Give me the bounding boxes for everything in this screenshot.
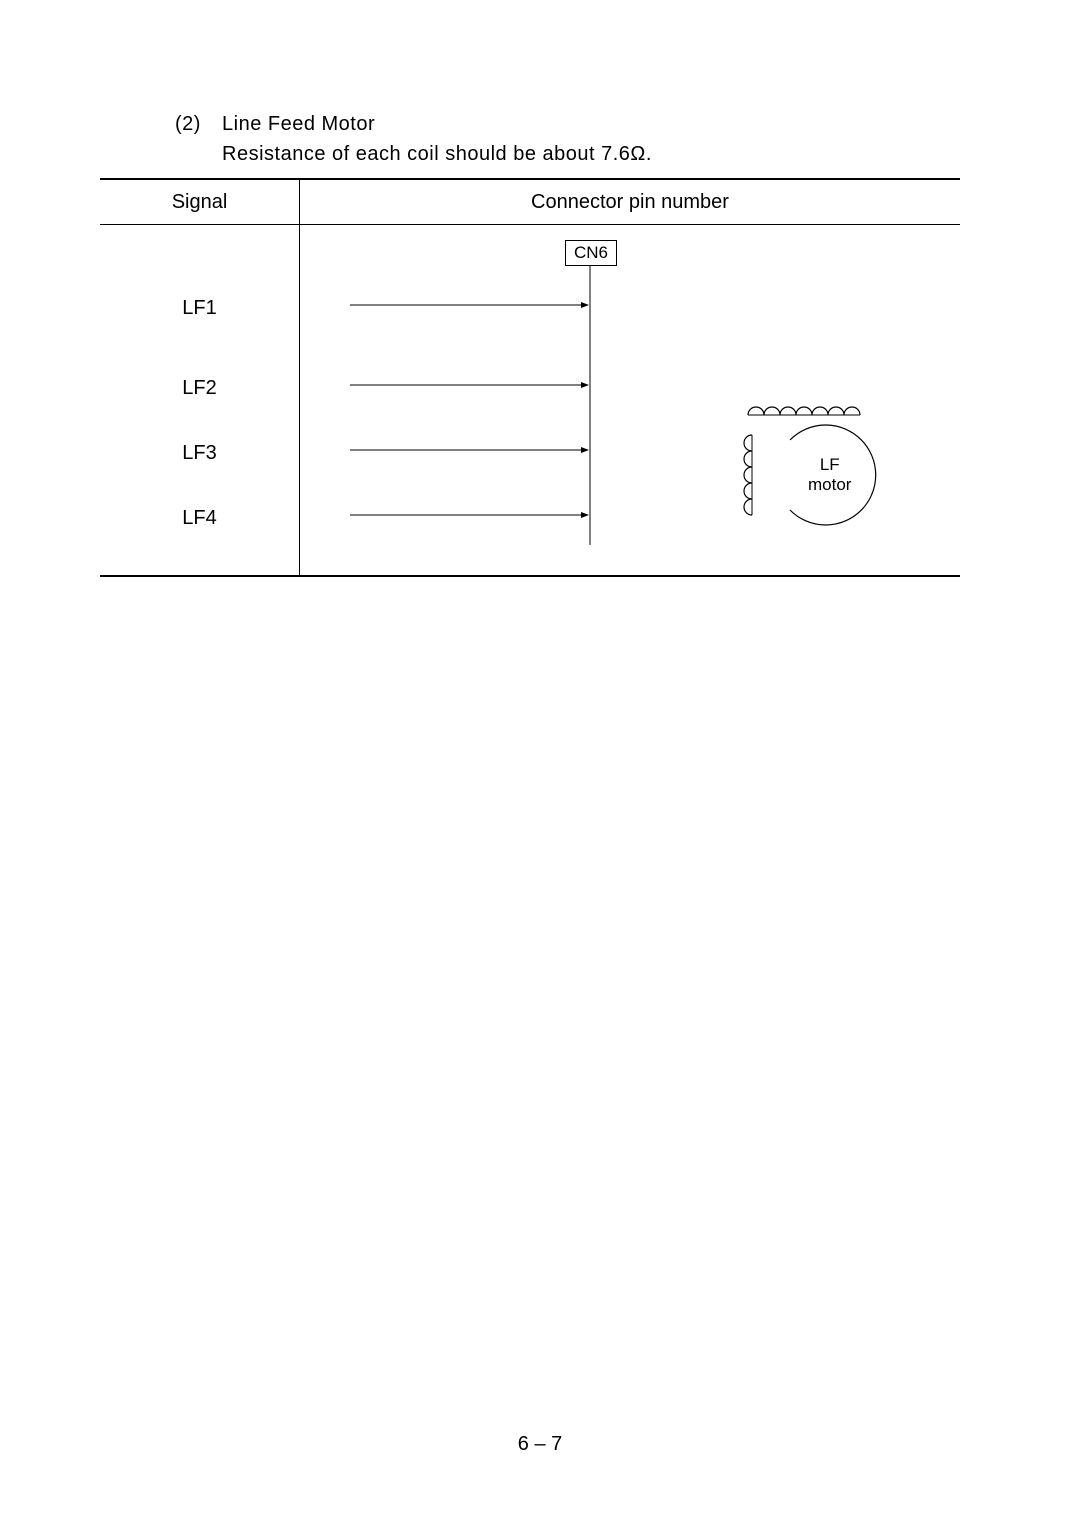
heading-title: Line Feed Motor	[222, 113, 375, 136]
heading-number: (2)	[175, 113, 201, 136]
page: (2) Line Feed Motor Resistance of each c…	[0, 0, 1080, 1526]
coil-horizontal-icon	[748, 407, 860, 415]
table-bottom-border	[100, 575, 960, 577]
header-signal: Signal	[100, 180, 300, 224]
table-body-row: LF1 LF2 LF3 LF4 CN6 LF motor	[100, 225, 960, 575]
signal-lf4: LF4	[182, 507, 216, 530]
heading-subtitle: Resistance of each coil should be about …	[222, 143, 652, 166]
signal-lf2: LF2	[182, 377, 216, 400]
signal-lf3: LF3	[182, 442, 216, 465]
motor-table: Signal Connector pin number LF1 LF2 LF3 …	[100, 178, 960, 577]
signal-column: LF1 LF2 LF3 LF4	[100, 225, 300, 575]
motor-circle-icon	[790, 425, 876, 525]
diagram-column: CN6 LF motor	[300, 225, 960, 575]
table-header-row: Signal Connector pin number	[100, 180, 960, 224]
coil-vertical-icon	[744, 435, 752, 515]
diagram-svg	[300, 225, 960, 575]
signal-lf1: LF1	[182, 297, 216, 320]
header-connector: Connector pin number	[300, 180, 960, 224]
page-number: 6 – 7	[518, 1433, 562, 1456]
